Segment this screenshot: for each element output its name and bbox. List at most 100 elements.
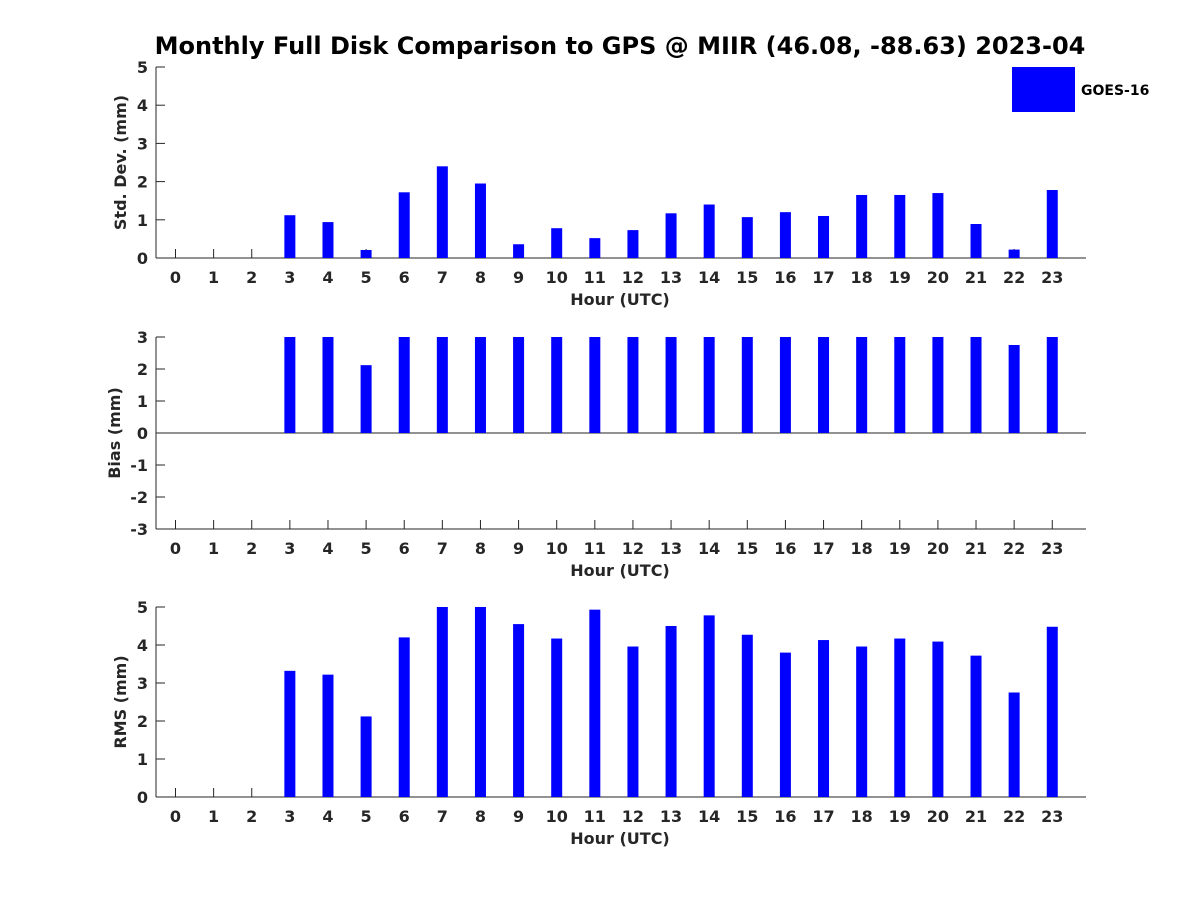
x-tick-label: 9 [513,807,524,826]
bar [1008,249,1020,258]
bar [627,337,639,433]
bar [398,192,410,258]
bar [627,646,639,797]
x-tick-label: 16 [774,539,796,558]
bar [665,337,677,433]
bar [970,655,982,797]
x-tick-label: 12 [622,268,644,287]
bar [1046,337,1058,433]
x-tick-label: 1 [208,539,219,558]
x-tick-label: 9 [513,539,524,558]
x-tick-label: 7 [437,268,448,287]
bar [360,365,372,433]
x-tick-label: 20 [927,268,949,287]
bar [513,624,525,797]
y-tick-label: 1 [137,211,148,230]
bar [474,337,486,433]
x-tick-label: 6 [399,268,410,287]
x-tick-label: 4 [322,539,333,558]
bar [665,213,677,258]
x-tick-label: 22 [1003,539,1025,558]
x-tick-label: 10 [546,807,568,826]
y-tick-label: -3 [130,520,148,539]
y-tick-label: 1 [137,392,148,411]
bar [741,217,753,258]
bar [741,634,753,797]
x-tick-label: 14 [698,268,720,287]
y-tick-label: 2 [137,360,148,379]
bar [436,166,448,258]
bar [551,337,563,433]
bar [284,670,296,797]
x-tick-label: 11 [584,807,606,826]
bar [970,337,982,433]
bar [856,337,868,433]
y-axis-label: Bias (mm) [105,387,124,479]
bar [665,626,677,797]
x-tick-label: 4 [322,268,333,287]
x-tick-label: 2 [246,539,257,558]
y-tick-label: 0 [137,249,148,268]
x-tick-label: 10 [546,268,568,287]
x-tick-label: 7 [437,539,448,558]
x-tick-label: 18 [851,268,873,287]
x-tick-label: 22 [1003,268,1025,287]
bar [703,615,715,797]
x-tick-label: 15 [736,807,758,826]
bar [818,337,830,433]
bar [513,244,525,258]
bar [970,224,982,258]
bar [779,652,791,797]
y-tick-label: 1 [137,750,148,769]
x-tick-label: 0 [170,268,181,287]
x-tick-label: 20 [927,807,949,826]
x-tick-label: 11 [584,268,606,287]
x-tick-label: 14 [698,807,720,826]
x-tick-label: 12 [622,539,644,558]
legend-label: GOES-16 [1081,83,1149,99]
x-tick-label: 19 [889,268,911,287]
y-tick-label: -1 [130,456,148,475]
x-tick-label: 23 [1041,807,1063,826]
x-tick-label: 6 [399,807,410,826]
y-tick-label: 3 [137,134,148,153]
x-tick-label: 14 [698,539,720,558]
x-tick-label: 2 [246,268,257,287]
x-tick-label: 1 [208,268,219,287]
bar [322,337,334,433]
bar [779,212,791,258]
x-tick-label: 17 [812,268,834,287]
bar [1046,190,1058,258]
x-tick-label: 0 [170,807,181,826]
bar [818,215,830,258]
x-tick-label: 5 [361,539,372,558]
bar [703,337,715,433]
y-axis-label: Std. Dev. (mm) [111,95,130,230]
x-tick-label: 21 [965,807,987,826]
bar [856,194,868,258]
x-tick-label: 19 [889,807,911,826]
y-tick-label: 4 [137,636,148,655]
x-tick-label: 19 [889,539,911,558]
bar [1046,626,1058,797]
bar [856,646,868,797]
x-tick-label: 4 [322,807,333,826]
x-tick-label: 2 [246,807,257,826]
x-tick-label: 5 [361,268,372,287]
bar [894,638,906,797]
y-tick-label: 0 [137,788,148,807]
bar [779,337,791,433]
bar [474,183,486,258]
bar [741,337,753,433]
bar [360,249,372,258]
bar [322,674,334,797]
bar [932,641,944,797]
bar [513,337,525,433]
x-tick-label: 12 [622,807,644,826]
bar [932,193,944,258]
bar [703,204,715,258]
bar [932,337,944,433]
